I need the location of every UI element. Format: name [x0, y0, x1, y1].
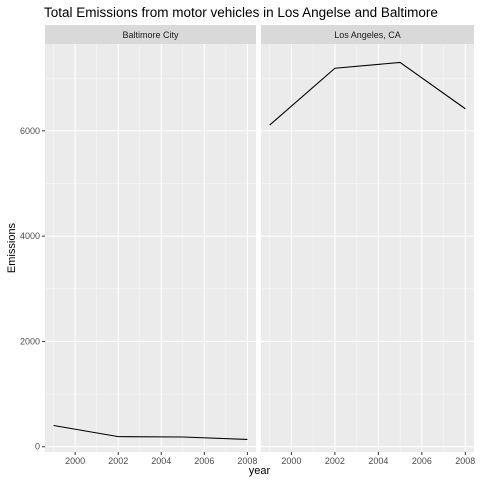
facet-los-angeles: Los Angeles, CA 2000 2002 2004 2006 2008: [261, 25, 475, 466]
y-tick-label: 4000: [20, 231, 40, 241]
chart-title: Total Emissions from motor vehicles in L…: [44, 5, 438, 20]
x-tick-label: 2006: [194, 456, 214, 466]
x-tick-label: 2004: [151, 456, 171, 466]
x-tick-label: 2000: [65, 456, 85, 466]
facet-baltimore: Baltimore City 2000 2002 2004 2006 2008: [45, 25, 257, 466]
x-tick-label: 2004: [368, 456, 388, 466]
facet-label-baltimore: Baltimore City: [122, 30, 179, 40]
y-tick-label: 6000: [20, 126, 40, 136]
facet-label-los-angeles: Los Angeles, CA: [334, 30, 401, 40]
x-tick-label: 2006: [412, 456, 432, 466]
y-tick-label: 2000: [20, 336, 40, 346]
x-tick-label: 2002: [108, 456, 128, 466]
x-tick-label: 2002: [325, 456, 345, 466]
x-tick-label: 2000: [281, 456, 301, 466]
x-axis-title: year: [249, 465, 271, 477]
x-tick-label: 2008: [455, 456, 475, 466]
y-axis-title: Emissions: [6, 222, 18, 273]
y-tick-label: 0: [35, 442, 40, 452]
panel-baltimore: [45, 44, 256, 452]
